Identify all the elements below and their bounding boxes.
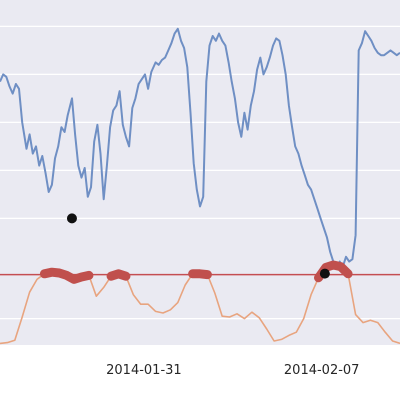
highlight-segment-1 xyxy=(106,269,131,281)
x-tick-label-1: 2014-02-07 xyxy=(284,363,360,378)
x-axis-ticks: 2014-01-31 2014-02-07 xyxy=(106,363,359,378)
highlight-segment-0 xyxy=(39,267,94,284)
point-markers xyxy=(66,213,330,279)
plot-background xyxy=(0,0,400,345)
highlight-segment-2 xyxy=(188,269,212,280)
marker-point-0 xyxy=(66,213,77,224)
x-tick-label-0: 2014-01-31 xyxy=(106,363,182,378)
marker-point-1 xyxy=(319,268,330,279)
